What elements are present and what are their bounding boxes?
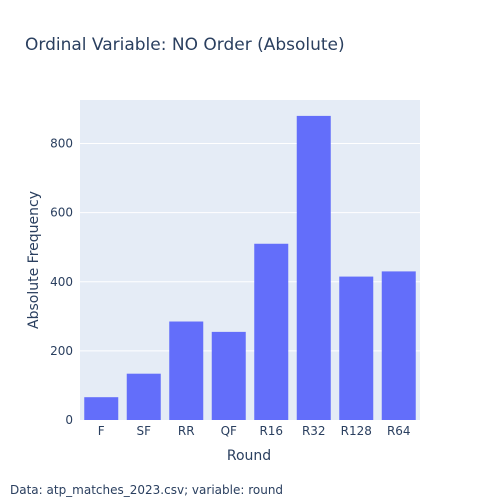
x-axis-title: Round [227,448,271,464]
bar-r64[interactable] [381,271,416,420]
x-axis-ticks: F SF RR QF R16 R32 R128 R64 [98,424,411,438]
y-tick-label: 0 [65,413,73,427]
x-tick-label: SF [136,424,151,438]
x-tick-label: RR [178,424,195,438]
bar-r16[interactable] [254,243,289,420]
y-axis-title: Absolute Frequency [26,191,42,329]
x-tick-label: R32 [302,424,326,438]
x-tick-label: R16 [259,424,283,438]
y-axis-ticks: 0 200 400 600 800 [50,137,73,427]
x-tick-label: QF [221,424,237,438]
bar-r128[interactable] [339,276,374,420]
y-tick-label: 400 [50,275,73,289]
bars [84,115,416,420]
bar-qf[interactable] [211,331,246,420]
bar-f[interactable] [84,397,119,420]
source-annotation: Data: atp_matches_2023.csv; variable: ro… [10,483,283,497]
x-tick-label: F [98,424,105,438]
bar-sf[interactable] [126,373,161,420]
y-tick-label: 600 [50,206,73,220]
bar-r32[interactable] [296,115,331,420]
x-tick-label: R64 [387,424,411,438]
bar-rr[interactable] [169,321,204,420]
y-tick-label: 200 [50,344,73,358]
chart-title: Ordinal Variable: NO Order (Absolute) [25,35,345,55]
y-tick-label: 800 [50,137,73,151]
x-tick-label: R128 [341,424,372,438]
